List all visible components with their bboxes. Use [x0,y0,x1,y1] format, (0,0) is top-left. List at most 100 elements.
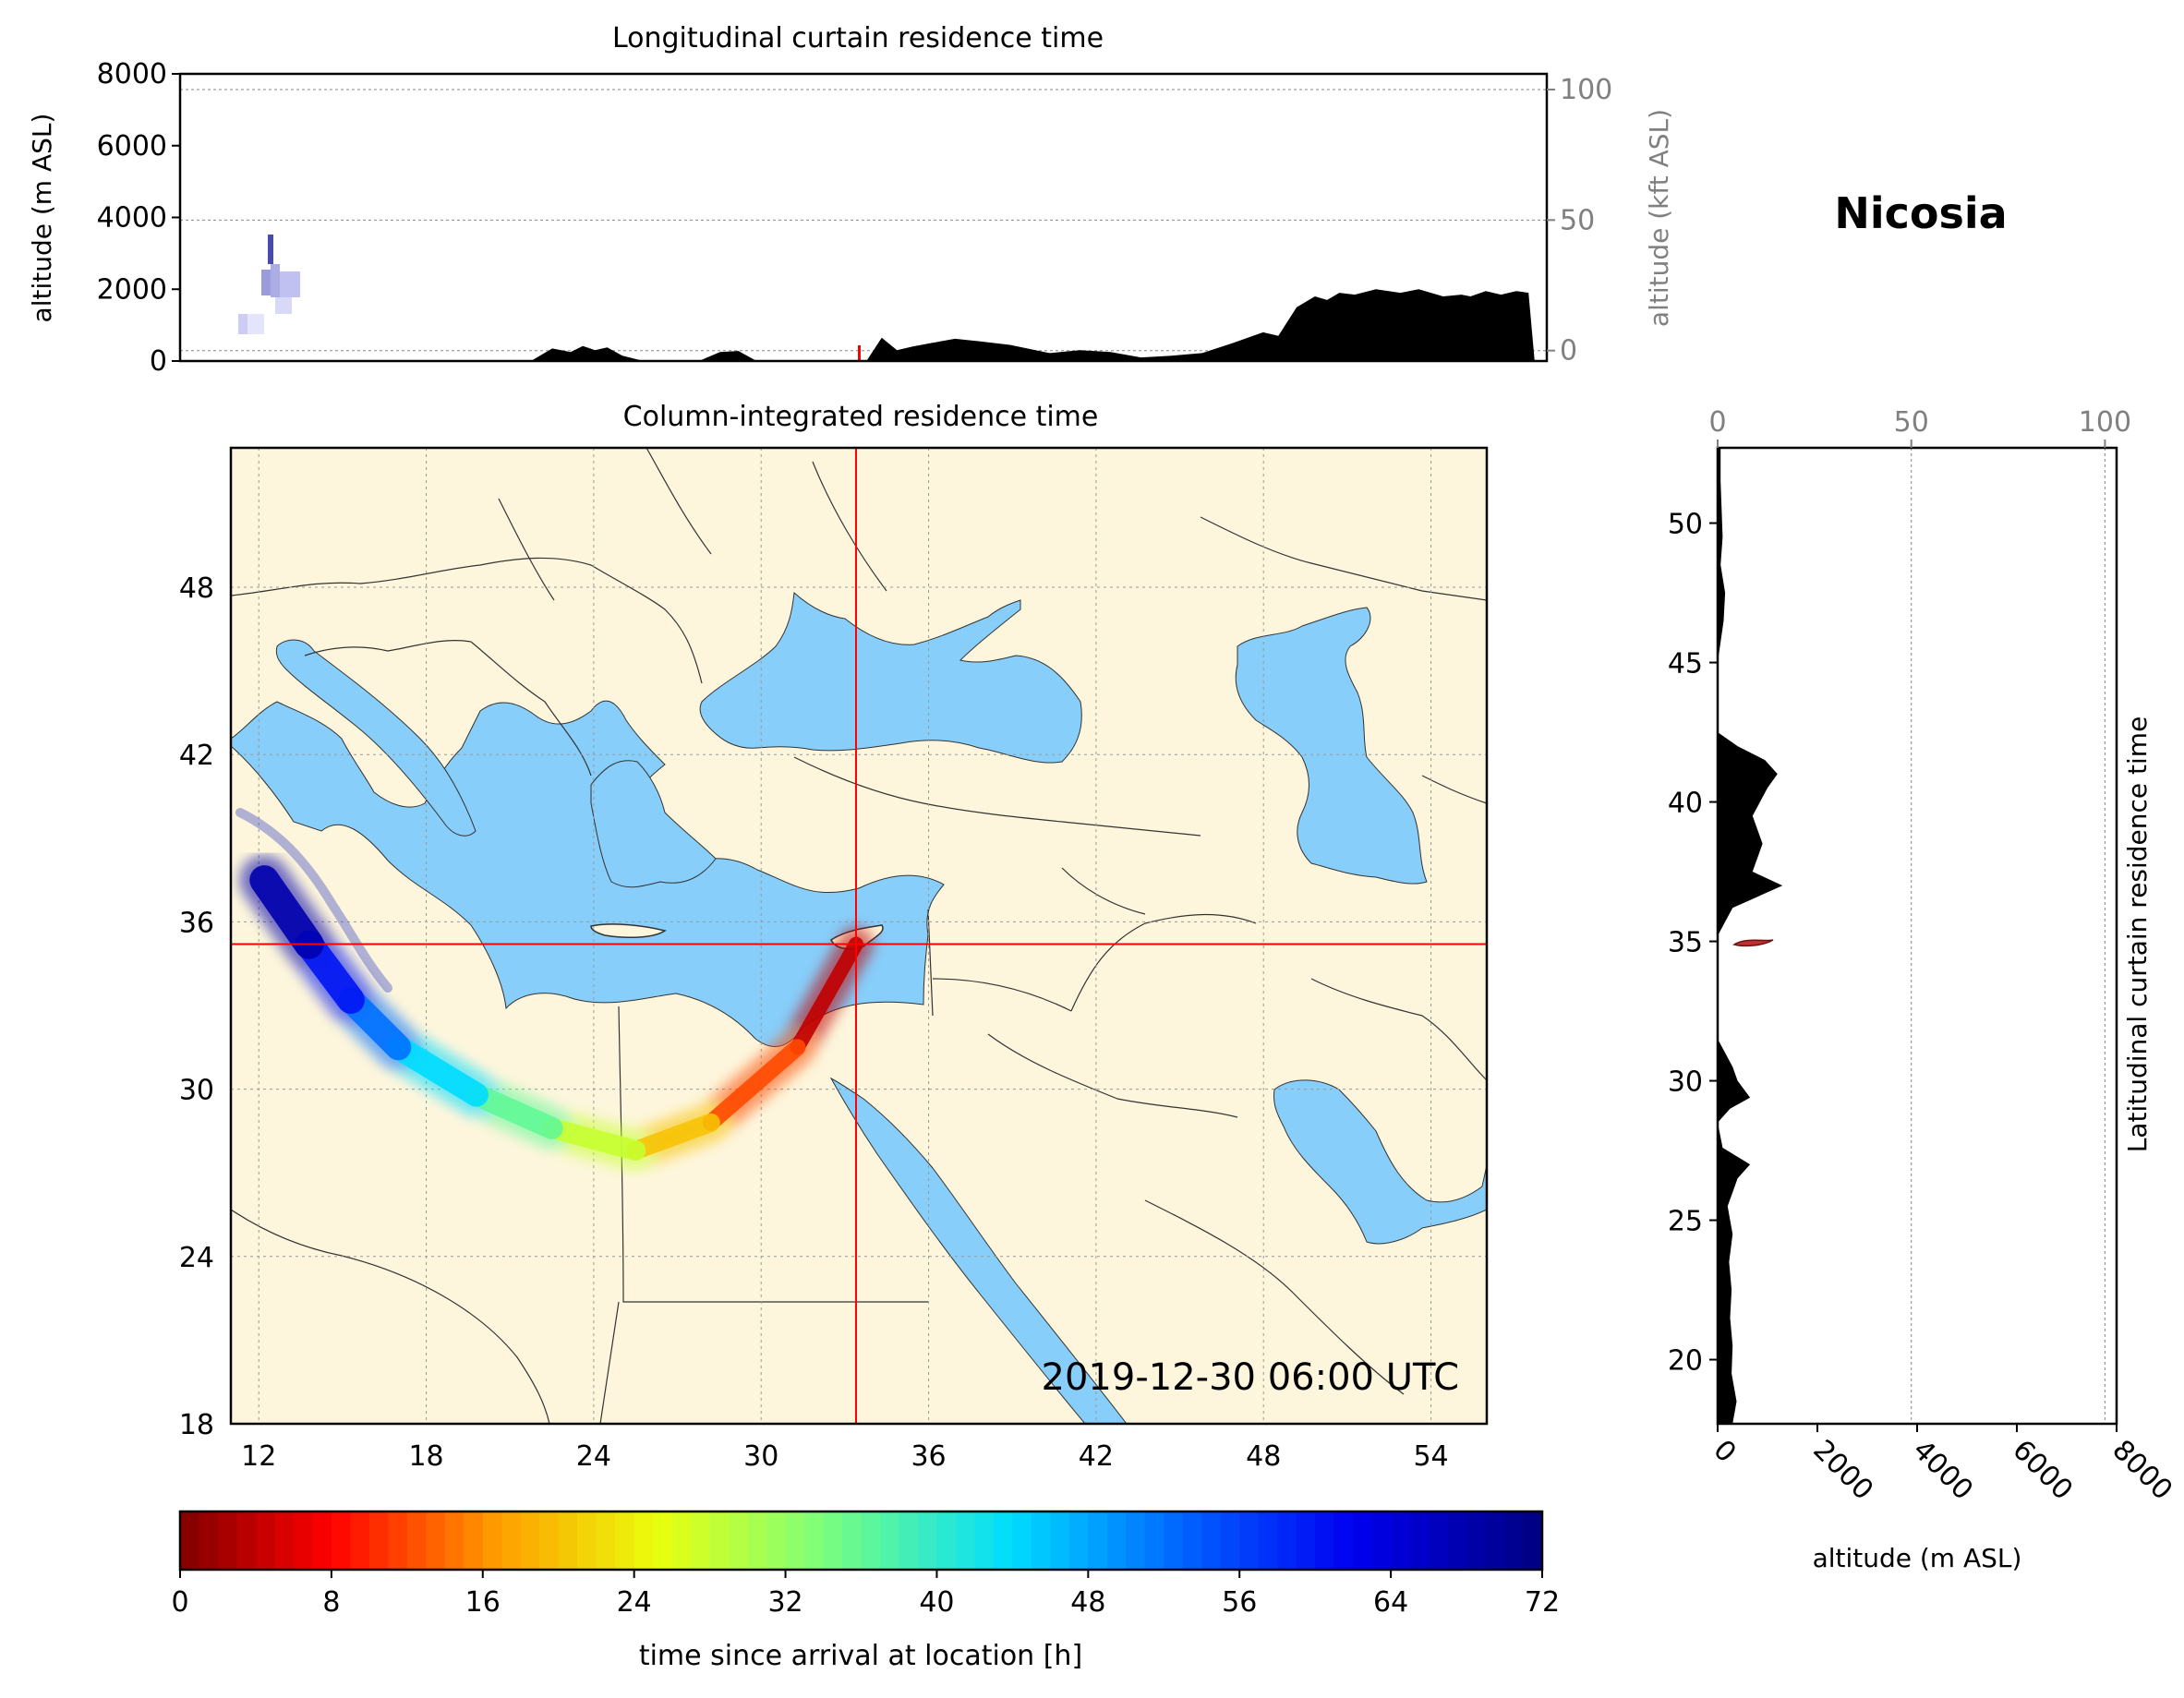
colorbar-step [879,1511,900,1570]
colorbar-step [444,1511,465,1570]
latitudinal-plot-frame [1716,446,2118,1426]
colorbar-step [653,1511,673,1570]
terrain-area [1718,448,1783,1424]
colorbar-step [1523,1511,1543,1570]
y-tick-label: 42 [179,740,214,772]
latitudinal-y-axis-label: Latitudinal curtain residence time [2122,717,2153,1153]
aegean-sea [590,760,717,888]
top-x-tick-label: 0 [1708,406,1726,439]
right-y-tick-label: 50 [1560,204,1595,236]
colorbar-step [974,1511,995,1570]
x-tick-label: 2000 [1806,1434,1879,1507]
x-tick-label: 54 [1413,1440,1448,1473]
x-tick-label: 0 [1707,1434,1742,1469]
colorbar-step [501,1511,522,1570]
right-y-tick-label: 100 [1560,74,1612,106]
colorbar-step [1144,1511,1164,1570]
colorbar-step [1466,1511,1487,1570]
right-y-tick-label: 0 [1560,335,1577,367]
location-title: Nicosia [1834,188,2007,238]
colorbar-frame [178,1510,1544,1572]
colorbar-tick-label: 8 [322,1586,340,1619]
colorbar-step [596,1511,616,1570]
colorbar-tick-label: 64 [1373,1586,1408,1619]
longitudinal-terrain-profile [180,289,1547,361]
colorbar-tick-label: 56 [1222,1586,1257,1619]
red-sea [829,1077,1128,1424]
y-tick-label: 25 [1668,1206,1703,1238]
latitudinal-curtain-panel: Latitudinal curtain residence time altit… [1668,406,2178,1573]
y-tick-label: 36 [179,907,214,939]
colorbar-step [955,1511,976,1570]
colorbar-step [199,1511,219,1570]
y-tick-label: 24 [179,1242,214,1274]
residence-mark [238,314,247,334]
y-tick-label: 8000 [97,58,167,90]
y-tick-label: 4000 [97,202,167,235]
map-panel: Column-integrated residence time [179,401,1489,1473]
colorbar-step [671,1511,692,1570]
colorbar-step [993,1511,1013,1570]
y-tick-label: 18 [179,1409,214,1441]
y-tick-label: 48 [179,572,214,605]
x-tick-label: 4000 [1906,1434,1979,1507]
colorbar-step [747,1511,767,1570]
colorbar-label: time since arrival at location [h] [639,1640,1082,1672]
x-tick-label: 12 [241,1440,276,1473]
colorbar-step [1031,1511,1051,1570]
y-tick-label: 20 [1668,1345,1703,1378]
colorbar-step [1315,1511,1335,1570]
colorbar-step [558,1511,578,1570]
colorbar-step [766,1511,787,1570]
caspian-sea [1235,607,1428,885]
colorbar-tick-label: 48 [1070,1586,1105,1619]
colorbar-step [1353,1511,1373,1570]
colorbar-step [1106,1511,1127,1570]
colorbar-steps [180,1511,1543,1570]
residence-mark [247,314,264,334]
colorbar-step [274,1511,295,1570]
colorbar-step [1371,1511,1392,1570]
x-tick-label: 24 [576,1440,611,1473]
map-graticule [231,448,1487,1424]
colorbar-step [1333,1511,1354,1570]
colorbar-tick-label: 72 [1525,1586,1560,1619]
colorbar-step [236,1511,257,1570]
residence-plume-secondary [235,808,392,993]
colorbar-step [1296,1511,1316,1570]
x-tick-label: 18 [408,1440,443,1473]
x-tick-label: 6000 [2006,1434,2079,1507]
adriatic-sea [275,639,477,837]
x-tick-label: 36 [911,1440,946,1473]
colorbar-step [1277,1511,1297,1570]
longitudinal-panel-title: Longitudinal curtain residence time [612,22,1104,54]
timestamp-label: 2019-12-30 06:00 UTC [1042,1356,1459,1399]
map-panel-title: Column-integrated residence time [623,401,1099,433]
x-tick-label: 30 [743,1440,778,1473]
colorbar-tick-label: 0 [171,1586,188,1619]
colorbar-step [217,1511,238,1570]
colorbar-tick-label: 24 [617,1586,652,1619]
colorbar-step [861,1511,881,1570]
top-x-tick-label: 100 [2079,406,2131,439]
map-area [231,448,1487,1424]
colorbar-step [1258,1511,1278,1570]
plume-segment [249,865,324,959]
colorbar-step [615,1511,635,1570]
y-tick-label: 45 [1668,648,1703,680]
terrain-area [180,289,1547,361]
colorbar-step [1201,1511,1222,1570]
colorbar-ticks: 0 8 16 24 32 40 48 56 64 72 [171,1570,1560,1619]
y-tick-label: 0 [150,345,167,378]
residence-mark [275,297,292,314]
residence-mark [261,270,271,295]
colorbar-step [633,1511,654,1570]
colorbar-step [312,1511,332,1570]
colorbar-step [1485,1511,1505,1570]
colorbar: 0 8 16 24 32 40 48 56 64 72 time since arrival at… [171,1510,1560,1672]
colorbar-step [388,1511,408,1570]
x-tick-label: 42 [1079,1440,1114,1473]
top-x-tick-label: 50 [1894,406,1929,439]
black-sea [699,591,1082,764]
colorbar-step [1088,1511,1108,1570]
